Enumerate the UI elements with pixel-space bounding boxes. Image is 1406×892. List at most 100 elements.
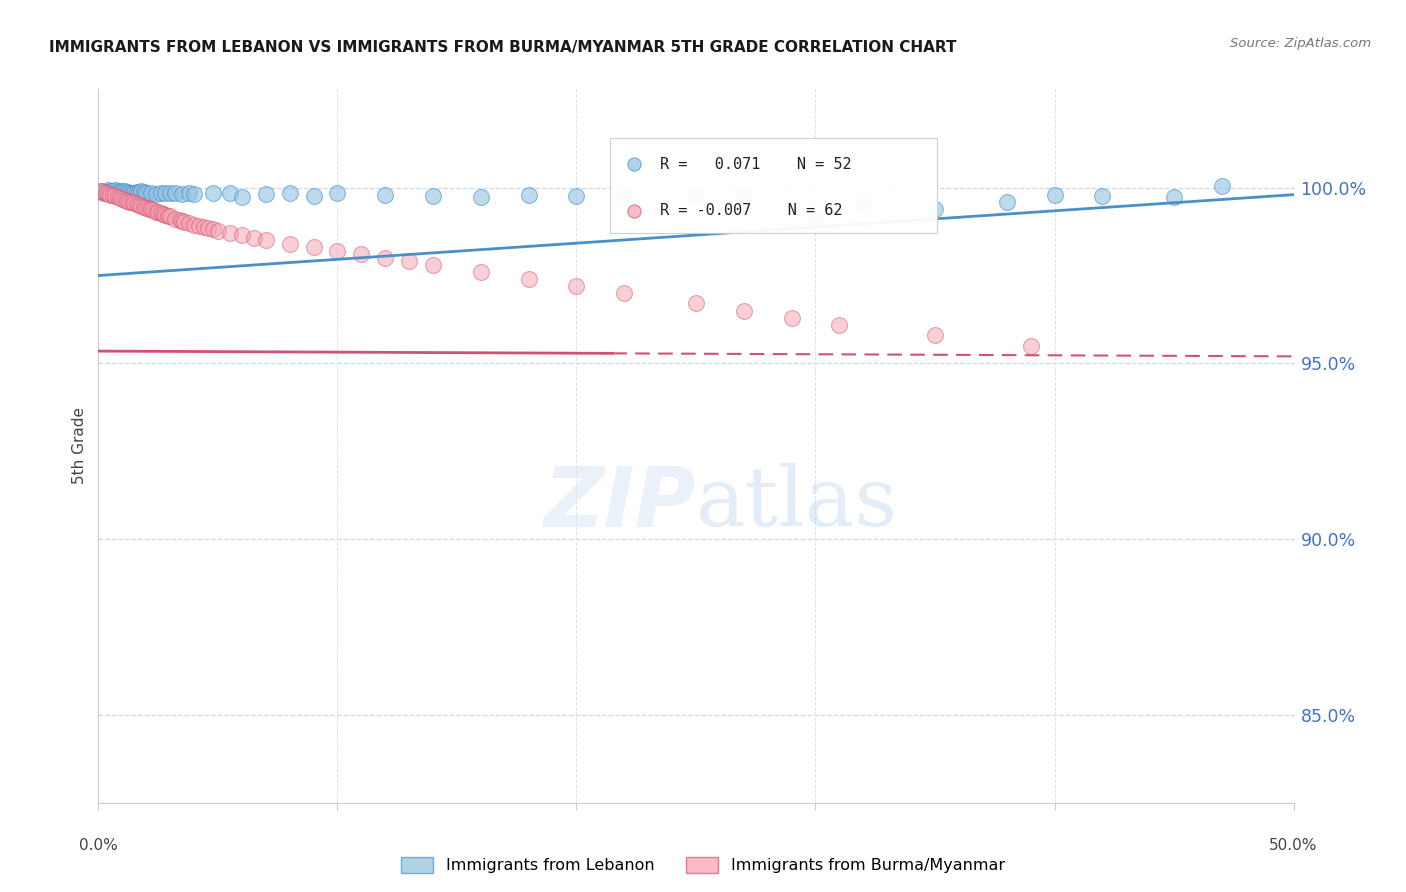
Point bbox=[422, 189, 444, 203]
Point bbox=[470, 265, 492, 279]
Point bbox=[94, 186, 117, 200]
Point bbox=[149, 186, 172, 200]
Text: atlas: atlas bbox=[696, 463, 898, 543]
Point bbox=[924, 202, 946, 216]
Point bbox=[118, 194, 141, 209]
Point bbox=[94, 185, 117, 199]
Point bbox=[254, 186, 277, 201]
Point bbox=[124, 186, 146, 201]
Point bbox=[125, 185, 148, 199]
Point bbox=[121, 186, 143, 200]
Point bbox=[1043, 187, 1066, 202]
Text: Source: ZipAtlas.com: Source: ZipAtlas.com bbox=[1230, 37, 1371, 51]
Point bbox=[115, 194, 138, 208]
Point bbox=[565, 189, 588, 203]
Point bbox=[852, 198, 875, 212]
Point bbox=[145, 186, 167, 201]
Point bbox=[173, 215, 195, 229]
Legend: Immigrants from Lebanon, Immigrants from Burma/Myanmar: Immigrants from Lebanon, Immigrants from… bbox=[395, 850, 1011, 880]
Point bbox=[733, 189, 755, 203]
Point bbox=[135, 186, 157, 200]
Point bbox=[155, 186, 177, 201]
Point bbox=[243, 230, 266, 244]
Point bbox=[152, 207, 174, 221]
Point bbox=[163, 211, 186, 226]
Point bbox=[183, 186, 205, 201]
Point bbox=[104, 189, 127, 203]
Point bbox=[149, 206, 172, 220]
Point bbox=[97, 183, 120, 197]
Point bbox=[231, 228, 253, 243]
Point bbox=[302, 240, 325, 254]
Point bbox=[169, 213, 191, 227]
Point bbox=[155, 208, 177, 222]
Point bbox=[163, 186, 186, 201]
Point bbox=[685, 296, 707, 310]
Point bbox=[159, 186, 181, 200]
Point bbox=[131, 185, 153, 199]
Point bbox=[202, 222, 225, 236]
Point bbox=[1163, 190, 1185, 204]
Point bbox=[111, 192, 134, 206]
Point bbox=[172, 186, 194, 201]
Point bbox=[107, 184, 129, 198]
Point bbox=[121, 195, 143, 210]
Point bbox=[685, 189, 707, 203]
Point bbox=[470, 190, 492, 204]
Text: 50.0%: 50.0% bbox=[1270, 838, 1317, 853]
Point bbox=[197, 221, 219, 235]
Point bbox=[326, 186, 349, 200]
Point bbox=[202, 186, 225, 200]
Point bbox=[326, 244, 349, 258]
Point bbox=[135, 201, 157, 215]
Point bbox=[104, 183, 127, 197]
Point bbox=[219, 186, 242, 200]
Point bbox=[131, 199, 153, 213]
Point bbox=[98, 185, 122, 199]
Point bbox=[254, 233, 277, 247]
Point bbox=[101, 188, 124, 202]
Point bbox=[193, 219, 215, 234]
Y-axis label: 5th Grade: 5th Grade bbox=[72, 408, 87, 484]
Point bbox=[278, 236, 301, 251]
FancyBboxPatch shape bbox=[610, 137, 938, 234]
Point bbox=[115, 185, 138, 199]
Point bbox=[124, 196, 146, 211]
Point bbox=[114, 193, 136, 207]
Point bbox=[613, 190, 636, 204]
Point bbox=[91, 185, 114, 199]
Point bbox=[1159, 549, 1181, 564]
Point bbox=[179, 186, 201, 200]
Point bbox=[125, 197, 148, 211]
Point bbox=[804, 212, 827, 227]
Point bbox=[302, 189, 325, 203]
Point bbox=[139, 202, 162, 217]
Point bbox=[350, 247, 373, 261]
Point bbox=[1019, 339, 1042, 353]
Point bbox=[374, 187, 396, 202]
Point bbox=[132, 185, 155, 199]
Point bbox=[97, 186, 120, 201]
Point bbox=[118, 186, 141, 200]
Text: R = -0.007    N = 62: R = -0.007 N = 62 bbox=[661, 203, 842, 218]
Point bbox=[159, 210, 181, 224]
Point bbox=[613, 286, 636, 301]
Point bbox=[90, 184, 112, 198]
Point bbox=[1159, 778, 1181, 792]
Point bbox=[374, 251, 396, 265]
Point bbox=[156, 209, 179, 223]
Text: R =   0.071    N = 52: R = 0.071 N = 52 bbox=[661, 157, 852, 171]
Point bbox=[231, 190, 253, 204]
Point bbox=[517, 272, 540, 286]
Point bbox=[91, 186, 114, 200]
Point bbox=[187, 219, 209, 233]
Point bbox=[145, 204, 167, 219]
Text: ZIP: ZIP bbox=[543, 463, 696, 543]
Point bbox=[278, 186, 301, 200]
Point bbox=[90, 184, 112, 198]
Point bbox=[422, 258, 444, 272]
Point bbox=[172, 214, 194, 228]
Point bbox=[128, 185, 150, 199]
Point bbox=[924, 328, 946, 343]
Point bbox=[108, 185, 131, 199]
